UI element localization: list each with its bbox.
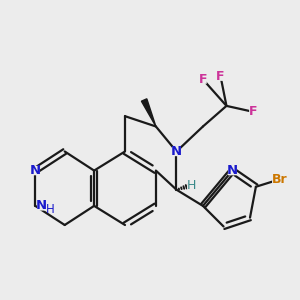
Text: F: F: [199, 73, 207, 86]
Text: F: F: [216, 70, 225, 83]
Text: F: F: [249, 105, 257, 118]
FancyBboxPatch shape: [172, 147, 181, 156]
Text: H: H: [46, 203, 54, 216]
FancyBboxPatch shape: [272, 175, 287, 184]
FancyBboxPatch shape: [228, 166, 237, 175]
Text: N: N: [30, 164, 41, 177]
Text: N: N: [227, 164, 238, 177]
Text: Br: Br: [272, 173, 287, 186]
Text: H: H: [187, 179, 196, 192]
Polygon shape: [141, 99, 156, 127]
FancyBboxPatch shape: [199, 75, 207, 84]
FancyBboxPatch shape: [217, 72, 224, 81]
FancyBboxPatch shape: [31, 166, 40, 175]
Text: N: N: [36, 200, 47, 212]
FancyBboxPatch shape: [37, 201, 46, 211]
Text: N: N: [171, 145, 182, 158]
FancyBboxPatch shape: [187, 181, 195, 190]
FancyBboxPatch shape: [249, 107, 257, 116]
